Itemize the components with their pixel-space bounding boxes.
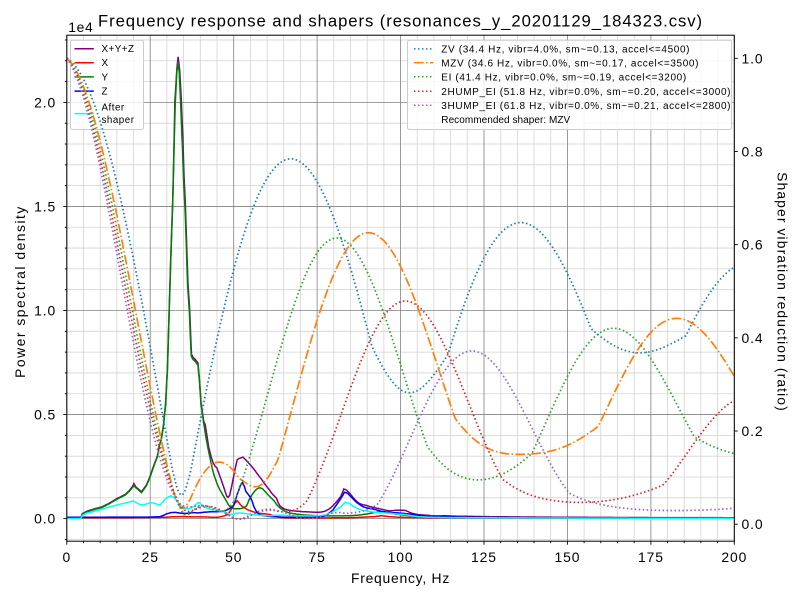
svg-text:ZV (34.4 Hz, vibr=4.0%, sm~=0.: ZV (34.4 Hz, vibr=4.0%, sm~=0.13, accel<…	[441, 45, 690, 56]
svg-text:1.5: 1.5	[34, 199, 56, 215]
svg-text:200: 200	[721, 549, 747, 565]
svg-text:1.0: 1.0	[34, 303, 56, 319]
svg-text:100: 100	[388, 549, 414, 565]
svg-text:X: X	[102, 58, 109, 69]
svg-text:0.6: 0.6	[742, 237, 764, 253]
svg-text:0.2: 0.2	[742, 423, 764, 439]
svg-text:X+Y+Z: X+Y+Z	[102, 44, 135, 55]
svg-text:0.0: 0.0	[742, 516, 764, 532]
svg-text:25: 25	[142, 549, 159, 565]
svg-text:0.5: 0.5	[34, 407, 56, 423]
svg-text:0.8: 0.8	[742, 144, 764, 160]
svg-text:EI (41.4 Hz, vibr=0.0%, sm~=0.: EI (41.4 Hz, vibr=0.0%, sm~=0.19, accel<…	[441, 72, 687, 83]
svg-text:Y: Y	[102, 72, 109, 83]
svg-text:Power spectral density: Power spectral density	[12, 205, 28, 378]
svg-text:150: 150	[554, 549, 580, 565]
svg-text:125: 125	[471, 549, 497, 565]
svg-text:75: 75	[308, 549, 325, 565]
svg-text:Frequency, Hz: Frequency, Hz	[351, 570, 450, 586]
svg-text:3HUMP_EI (61.8 Hz, vibr=0.0%,: 3HUMP_EI (61.8 Hz, vibr=0.0%, sm~=0.21, …	[441, 101, 731, 112]
svg-text:175: 175	[638, 549, 664, 565]
svg-text:Recommended shaper: MZV: Recommended shaper: MZV	[441, 115, 570, 126]
svg-text:2.0: 2.0	[34, 94, 56, 110]
svg-text:shaper: shaper	[102, 115, 135, 126]
svg-text:0.0: 0.0	[34, 511, 56, 527]
svg-text:50: 50	[225, 549, 242, 565]
svg-text:0.4: 0.4	[742, 330, 764, 346]
svg-text:2HUMP_EI (51.8 Hz, vibr=0.0%,: 2HUMP_EI (51.8 Hz, vibr=0.0%, sm~=0.20, …	[441, 87, 731, 98]
svg-text:0: 0	[62, 549, 71, 565]
svg-text:After: After	[102, 103, 125, 114]
svg-text:1.0: 1.0	[742, 50, 764, 66]
svg-text:1e4: 1e4	[68, 19, 93, 35]
svg-text:Z: Z	[102, 87, 108, 98]
svg-text:Frequency response and shapers: Frequency response and shapers (resonanc…	[98, 12, 703, 31]
svg-text:Shaper vibration reduction (ra: Shaper vibration reduction (ratio)	[775, 172, 791, 412]
svg-text:MZV (34.6 Hz, vibr=0.0%, sm~=0: MZV (34.6 Hz, vibr=0.0%, sm~=0.17, accel…	[441, 58, 699, 69]
